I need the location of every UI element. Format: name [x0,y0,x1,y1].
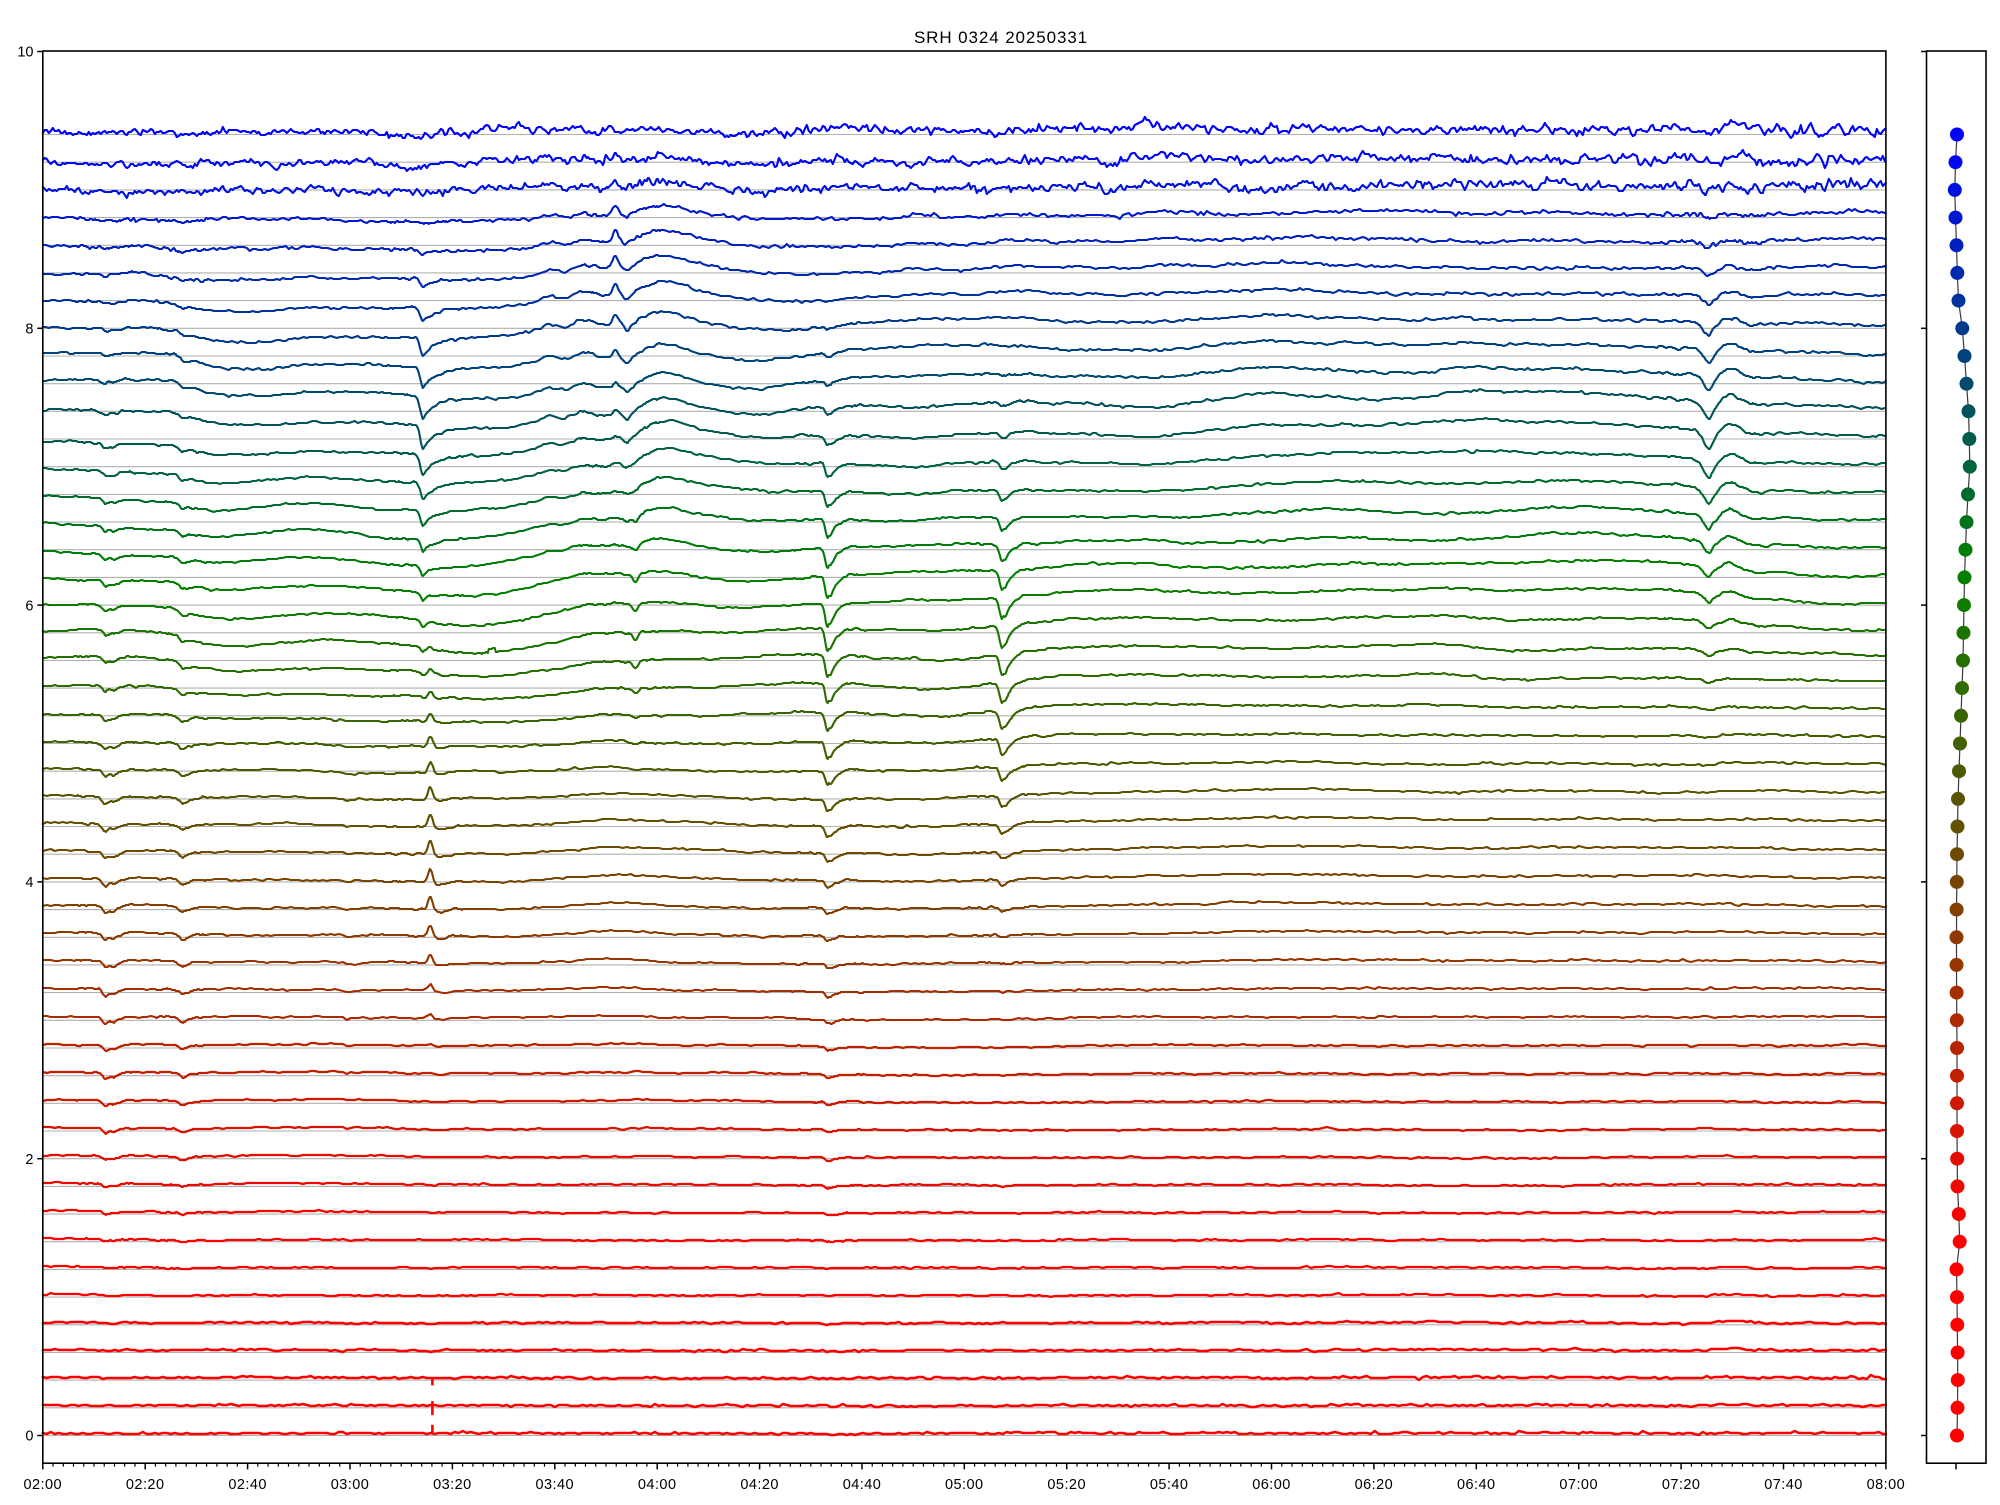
svg-text:02:40: 02:40 [228,1477,267,1493]
svg-text:02:00: 02:00 [24,1477,63,1493]
svg-text:04:20: 04:20 [740,1477,779,1493]
svg-text:07:00: 07:00 [1559,1477,1598,1493]
svg-text:02:20: 02:20 [126,1477,165,1493]
svg-text:07:40: 07:40 [1764,1477,1803,1493]
svg-text:06:40: 06:40 [1457,1477,1496,1493]
svg-text:4: 4 [25,875,33,891]
svg-text:03:20: 03:20 [433,1477,472,1493]
svg-text:03:40: 03:40 [536,1477,575,1493]
svg-text:0: 0 [25,1429,33,1445]
svg-text:04:40: 04:40 [843,1477,882,1493]
svg-text:05:00: 05:00 [945,1477,984,1493]
svg-text:8: 8 [25,322,33,338]
svg-text:04:00: 04:00 [638,1477,677,1493]
svg-text:05:20: 05:20 [1047,1477,1086,1493]
svg-text:03:00: 03:00 [331,1477,370,1493]
svg-text:06:00: 06:00 [1252,1477,1291,1493]
svg-text:6: 6 [25,598,33,614]
svg-text:2: 2 [25,1152,33,1168]
svg-text:06:20: 06:20 [1355,1477,1394,1493]
svg-text:08:00: 08:00 [1867,1477,1906,1493]
svg-text:10: 10 [17,45,33,61]
svg-text:SRH 0324 20250331: SRH 0324 20250331 [914,28,1088,47]
svg-text:05:40: 05:40 [1150,1477,1189,1493]
svg-text:07:20: 07:20 [1662,1477,1701,1493]
